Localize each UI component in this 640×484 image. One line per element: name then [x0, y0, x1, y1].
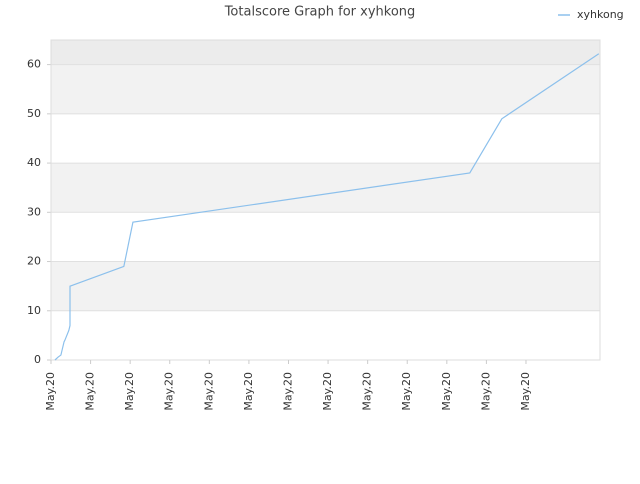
x-tick-label: May.20: [281, 372, 294, 411]
x-tick-label: May.20: [519, 372, 532, 411]
x-tick-label: May.20: [321, 372, 334, 411]
y-tick-label: 40: [27, 156, 41, 169]
x-tick-label: May.20: [44, 372, 57, 411]
y-tick-label: 0: [34, 353, 41, 366]
y-tick-label: 10: [27, 304, 41, 317]
x-tick-label: May.20: [361, 372, 374, 411]
x-tick-label: May.20: [202, 372, 215, 411]
plot-frame: [50, 39, 601, 361]
x-tick-label: May.20: [400, 372, 413, 411]
legend-label: xyhkong: [577, 8, 624, 21]
grid-band: [51, 40, 600, 65]
x-tick-label: May.20: [84, 372, 97, 411]
grid-band: [51, 163, 600, 213]
y-tick-label: 60: [27, 58, 41, 71]
y-tick-label: 50: [27, 107, 41, 120]
x-tick-label: May.20: [242, 372, 255, 411]
chart-title: Totalscore Graph for xyhkong: [224, 5, 416, 20]
x-tick-label: May.20: [123, 372, 136, 411]
y-tick-label: 30: [27, 205, 41, 218]
data-line: [54, 53, 600, 361]
x-tick-label: May.20: [479, 372, 492, 411]
y-tick-label: 20: [27, 255, 41, 268]
grid-band: [51, 64, 600, 114]
x-tick-label: May.20: [163, 372, 176, 411]
grid-band: [51, 261, 600, 311]
x-tick-label: May.20: [440, 372, 453, 411]
